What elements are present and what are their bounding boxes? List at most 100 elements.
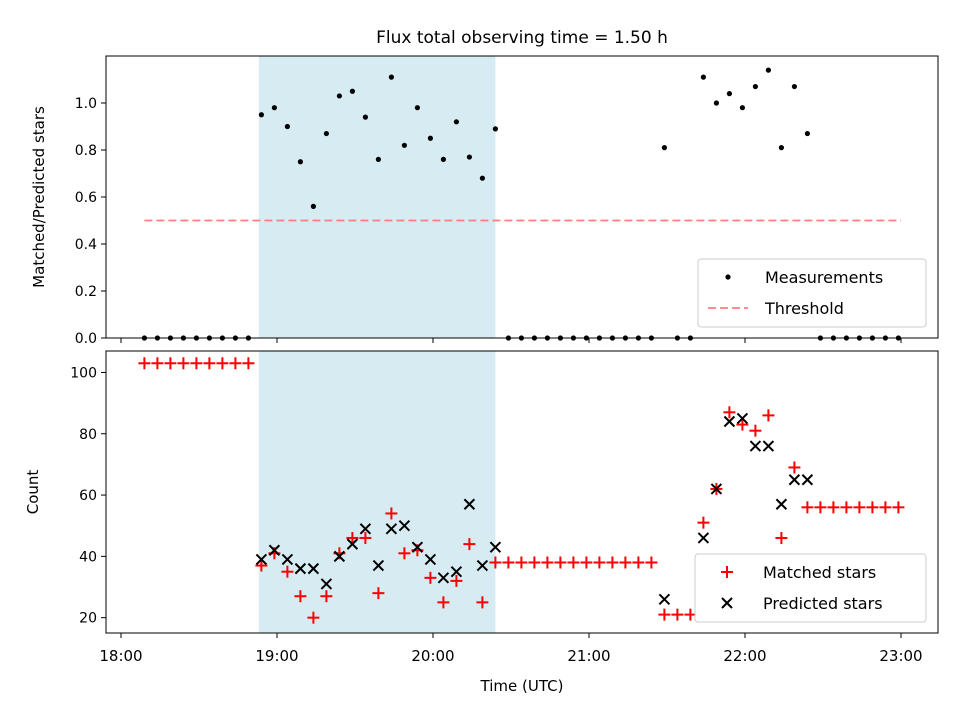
predicted-star-point [411, 541, 424, 553]
matched-star-point [567, 556, 580, 569]
measurement-point [310, 203, 316, 209]
matched-star-point [554, 556, 567, 569]
predicted-star-point [255, 553, 268, 566]
predicted-star-point [749, 440, 762, 452]
top-y-tick-label: 0.2 [75, 284, 97, 300]
matched-star-point [658, 608, 671, 621]
predicted-star-point [788, 474, 801, 486]
matched-star-point [840, 501, 853, 514]
predicted-star-point [437, 572, 450, 584]
matched-star-point [463, 538, 476, 551]
top-shaded-region [258, 56, 496, 338]
matched-star-point [853, 501, 866, 514]
predicted-star-point [307, 562, 320, 575]
predicted-star-point [762, 440, 775, 452]
x-tick-label: 22:00 [723, 647, 766, 665]
predicted-star-point [333, 550, 346, 563]
bottom-axes-frame [105, 350, 939, 634]
legend-matched-label: Matched stars [763, 563, 876, 582]
measurement-point [739, 105, 746, 111]
measurement-point [765, 67, 772, 73]
matched-star-point [645, 556, 658, 569]
bottom-y-tick-label: 20 [79, 611, 97, 627]
matched-star-point [814, 501, 827, 514]
measurement-point [271, 105, 277, 111]
measurement-point [440, 156, 446, 162]
legend-predicted-label: Predicted stars [763, 594, 883, 613]
measurement-point [804, 130, 811, 137]
chart-title: Flux total observing time = 1.50 h [376, 28, 668, 48]
matched-star-point [437, 596, 450, 609]
measurement-point [336, 93, 342, 99]
predicted-star-point [476, 559, 489, 572]
predicted-star-point [281, 553, 294, 566]
bottom-y-axis-label: Count [24, 470, 42, 515]
measurement-point [427, 135, 433, 141]
bottom-y-tick-label: 80 [79, 427, 97, 443]
predicted-star-point [658, 593, 671, 605]
predicted-star-point [775, 498, 788, 510]
measurement-point [323, 130, 329, 137]
x-tick-label: 23:00 [879, 647, 922, 665]
matched-star-point [827, 501, 840, 514]
predicted-star-point [736, 412, 749, 425]
top-y-tick-label: 0.8 [75, 143, 97, 159]
measurement-point [726, 91, 733, 97]
matched-star-point [203, 357, 216, 370]
matched-star-point [359, 531, 372, 544]
predicted-star-point [424, 553, 437, 566]
measurement-point [453, 119, 459, 125]
measurement-point [401, 142, 407, 148]
matched-star-point [190, 357, 203, 370]
matched-star-point [424, 571, 437, 584]
measurement-point [362, 114, 368, 120]
top-y-tick-label: 0.0 [75, 331, 97, 347]
matched-star-point [242, 357, 255, 370]
measurement-point [375, 156, 381, 162]
matched-star-point [502, 556, 515, 569]
measurement-point [297, 159, 303, 165]
measurement-point [661, 145, 668, 151]
matched-star-point [775, 531, 788, 544]
matched-star-point [307, 611, 320, 624]
measurement-point [479, 175, 485, 181]
predicted-star-point [268, 544, 281, 556]
predicted-star-point [489, 541, 502, 553]
predicted-star-point [398, 520, 411, 532]
matched-star-point [749, 424, 762, 437]
matched-star-point [606, 556, 619, 569]
measurement-point [388, 74, 394, 80]
matched-star-point [671, 608, 684, 621]
top-y-tick-label: 1.0 [75, 96, 97, 112]
bottom-y-tick-label: 40 [79, 549, 97, 565]
measurement-point [284, 123, 290, 130]
matched-star-point [138, 357, 151, 370]
matched-star-point [489, 556, 502, 569]
matched-star-point [346, 531, 359, 544]
top-y-axis-label: Matched/Predicted stars [30, 106, 48, 288]
bottom-legend: Matched stars Predicted stars [694, 553, 927, 623]
matched-star-point [593, 556, 606, 569]
x-axis-label: Time (UTC) [480, 677, 564, 695]
top-y-tick-label: 0.4 [75, 237, 97, 253]
matched-star-point [879, 501, 892, 514]
matched-star-point [580, 556, 593, 569]
matched-star-point [528, 556, 541, 569]
matched-star-point [736, 418, 749, 431]
matched-star-point [385, 507, 398, 520]
legend-measurements-marker [725, 274, 731, 280]
predicted-star-point [359, 523, 372, 535]
matched-star-point [801, 501, 814, 514]
predicted-star-point [294, 562, 307, 575]
measurement-point [492, 126, 498, 132]
matched-star-point [515, 556, 528, 569]
bottom-panel: 20 40 60 80 100 18:00 19:00 20:00 21:00 22:00 23:… [24, 350, 939, 695]
matched-star-point [723, 406, 736, 419]
top-panel: 0.0 0.2 0.4 0.6 0.8 1.0 Matched/Predicted sta… [30, 55, 939, 347]
measurement-point [349, 88, 355, 94]
measurement-point [713, 100, 720, 106]
predicted-star-point [710, 483, 723, 495]
bottom-y-tick-label: 60 [79, 488, 97, 504]
matched-star-point [762, 409, 775, 422]
